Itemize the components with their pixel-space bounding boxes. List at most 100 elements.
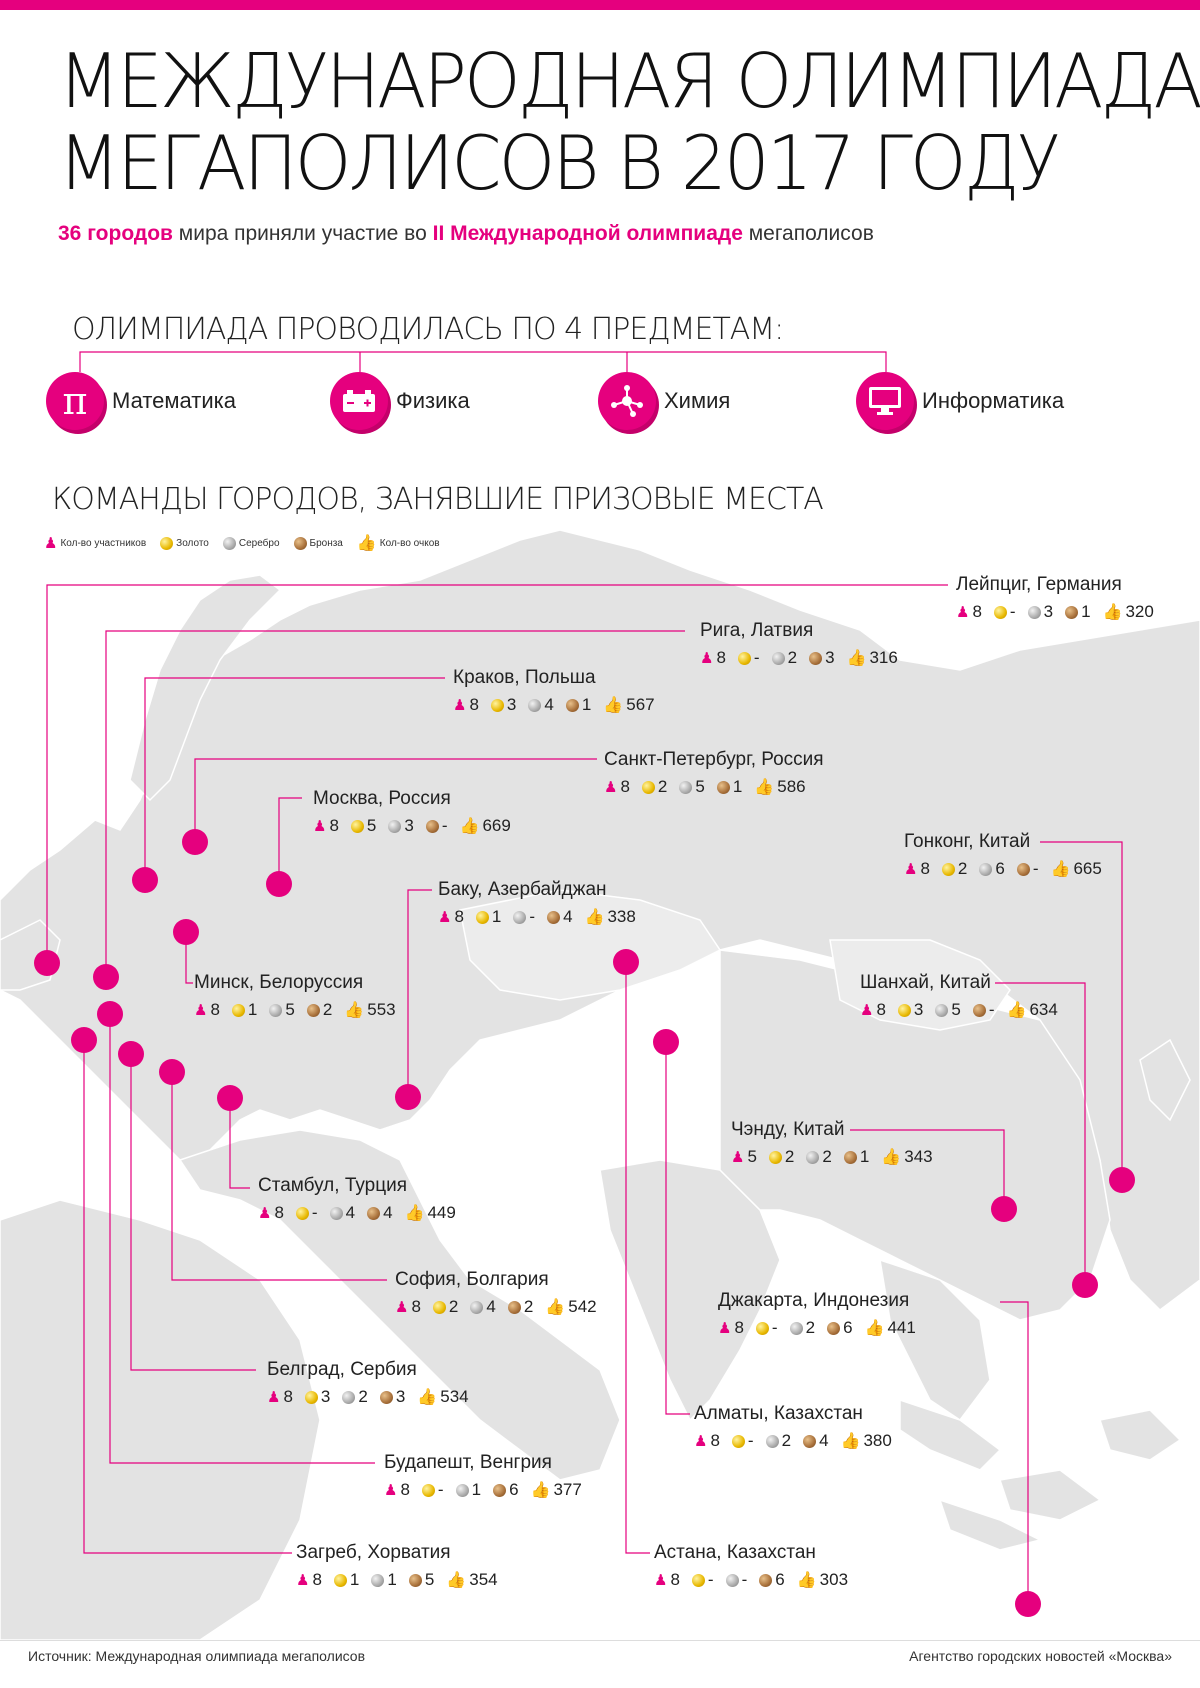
person-icon: ♟ bbox=[654, 1572, 668, 1589]
points-stat: 👍 534 bbox=[417, 1387, 469, 1406]
city-card: София, Болгария ♟ 8 2 4 2 👍 542 bbox=[395, 1269, 609, 1317]
thumbs-up-icon: 👍 bbox=[881, 1149, 902, 1166]
subjects-heading: ОЛИМПИАДА ПРОВОДИЛАСЬ ПО 4 ПРЕДМЕТАМ: bbox=[72, 312, 784, 347]
marker-leipzig bbox=[34, 950, 60, 976]
city-name: Санкт-Петербург, Россия bbox=[604, 749, 824, 770]
silver-stat: 4 bbox=[329, 1203, 355, 1223]
gold-medal-icon bbox=[421, 1483, 435, 1497]
city-name: Чэнду, Китай bbox=[731, 1119, 845, 1140]
gold-medal-icon bbox=[490, 698, 504, 712]
bronze-medal-icon bbox=[972, 1003, 986, 1017]
bronze-stat: 6 bbox=[493, 1480, 519, 1500]
silver-medal-icon bbox=[455, 1483, 469, 1497]
gold-medal-icon bbox=[737, 651, 751, 665]
person-icon: ♟ bbox=[604, 779, 618, 796]
molecule-icon bbox=[598, 372, 656, 430]
silver-stat: 4 bbox=[470, 1297, 496, 1317]
person-icon: ♟ bbox=[700, 650, 714, 667]
thumbs-up-icon: 👍 bbox=[584, 909, 605, 926]
points-stat: 👍 377 bbox=[530, 1480, 582, 1499]
bronze-stat: 4 bbox=[547, 907, 573, 927]
gold-medal-icon bbox=[475, 910, 489, 924]
bronze-stat: 3 bbox=[809, 648, 835, 668]
person-icon: ♟ bbox=[956, 604, 970, 621]
city-stats: ♟ 8-2 3 👍 316 bbox=[700, 648, 910, 668]
city-card: Алматы, Казахстан ♟ 8-2 4 👍 380 bbox=[694, 1403, 904, 1451]
points-stat: 👍 669 bbox=[459, 816, 511, 835]
silver-stat: - bbox=[513, 907, 535, 927]
city-card: Краков, Польша ♟ 8 3 4 1 👍 567 bbox=[453, 667, 667, 715]
marker-astana bbox=[613, 949, 639, 975]
bronze-stat: 4 bbox=[367, 1203, 393, 1223]
teams-heading: КОМАНДЫ ГОРОДОВ, ЗАНЯВШИЕ ПРИЗОВЫЕ МЕСТА bbox=[52, 482, 824, 517]
points-stat: 👍 586 bbox=[754, 777, 806, 796]
city-card: Астана, Казахстан ♟ 8- -6 👍 303 bbox=[654, 1542, 860, 1590]
bronze-medal-icon bbox=[565, 698, 579, 712]
marker-hongkong bbox=[1109, 1167, 1135, 1193]
person-icon: ♟ bbox=[453, 697, 467, 714]
participants-stat: ♟ 8 bbox=[296, 1570, 322, 1589]
thumbs-up-icon: 👍 bbox=[754, 779, 775, 796]
city-stats: ♟ 8 2 5 1 👍 586 bbox=[604, 777, 824, 797]
bronze-medal-icon bbox=[547, 910, 561, 924]
bronze-medal-icon bbox=[293, 536, 307, 550]
legend-points: 👍 Кол-во очков bbox=[356, 535, 440, 552]
bronze-stat: 1 bbox=[716, 777, 742, 797]
subject-label: Информатика bbox=[922, 388, 1065, 413]
marker-spb bbox=[182, 829, 208, 855]
thumbs-up-icon: 👍 bbox=[603, 697, 624, 714]
city-name: София, Болгария bbox=[395, 1269, 549, 1290]
thumbs-up-icon: 👍 bbox=[446, 1572, 467, 1589]
silver-stat: 1 bbox=[371, 1570, 397, 1590]
city-name: Баку, Азербайджан bbox=[438, 879, 607, 900]
legend-participants: ♟ Кол-во участников bbox=[44, 535, 147, 552]
city-stats: ♟ 8-2 4 👍 380 bbox=[694, 1431, 904, 1451]
footer-divider bbox=[0, 1640, 1200, 1641]
thumbs-up-icon: 👍 bbox=[1006, 1002, 1027, 1019]
bronze-medal-icon bbox=[809, 651, 823, 665]
subtitle-text-2: мегаполисов bbox=[742, 222, 874, 245]
gold-stat: 1 bbox=[231, 1000, 257, 1020]
gold-stat: 1 bbox=[475, 907, 501, 927]
person-icon: ♟ bbox=[395, 1299, 409, 1316]
person-icon: ♟ bbox=[384, 1482, 398, 1499]
points-stat: 👍 343 bbox=[881, 1147, 933, 1166]
gold-stat: - bbox=[731, 1431, 754, 1451]
gold-medal-icon bbox=[304, 1390, 318, 1404]
gold-medal-icon bbox=[160, 536, 174, 550]
city-card: Загреб, Хорватия ♟ 8 1 1 5 👍 354 bbox=[296, 1542, 510, 1590]
gold-medal-icon bbox=[993, 605, 1007, 619]
thumbs-up-icon: 👍 bbox=[840, 1433, 861, 1450]
gold-medal-icon bbox=[755, 1321, 769, 1335]
subject-label: Математика bbox=[112, 388, 236, 413]
points-stat: 👍 567 bbox=[603, 695, 655, 714]
points-stat: 👍 380 bbox=[840, 1431, 892, 1450]
city-stats: ♟ 8 1-4 👍 338 bbox=[438, 907, 648, 927]
person-icon: ♟ bbox=[731, 1149, 745, 1166]
city-name: Белград, Сербия bbox=[267, 1359, 417, 1380]
points-stat: 👍 665 bbox=[1050, 859, 1102, 878]
city-card: Санкт-Петербург, Россия ♟ 8 2 5 1 👍 586 bbox=[604, 749, 824, 797]
subject-math: π Математика bbox=[46, 372, 236, 430]
map-background bbox=[0, 529, 1200, 1640]
gold-stat: 2 bbox=[432, 1297, 458, 1317]
city-card: Рига, Латвия ♟ 8-2 3 👍 316 bbox=[700, 620, 910, 668]
participants-stat: ♟ 8 bbox=[604, 777, 630, 796]
person-icon: ♟ bbox=[904, 861, 918, 878]
gold-stat: 3 bbox=[897, 1000, 923, 1020]
bronze-medal-icon bbox=[1065, 605, 1079, 619]
gold-stat: 2 bbox=[941, 859, 967, 879]
thumbs-up-icon: 👍 bbox=[1050, 861, 1071, 878]
title-line-1: МЕЖДУНАРОДНАЯ ОЛИМПИАДА bbox=[58, 37, 1200, 125]
city-stats: ♟ 8 5 3- 👍 669 bbox=[313, 816, 523, 836]
marker-belgrade bbox=[118, 1041, 144, 1067]
city-stats: ♟ 8 3 5- 👍 634 bbox=[860, 1000, 1070, 1020]
thumbs-up-icon: 👍 bbox=[459, 818, 480, 835]
subtitle-cities-count: 36 городов bbox=[58, 222, 173, 245]
participants-stat: ♟ 8 bbox=[718, 1318, 744, 1337]
silver-stat: 4 bbox=[528, 695, 554, 715]
participants-stat: ♟ 8 bbox=[438, 907, 464, 926]
city-stats: ♟ 8 3 4 1 👍 567 bbox=[453, 695, 667, 715]
silver-stat: 2 bbox=[806, 1147, 832, 1167]
gold-stat: 3 bbox=[490, 695, 516, 715]
